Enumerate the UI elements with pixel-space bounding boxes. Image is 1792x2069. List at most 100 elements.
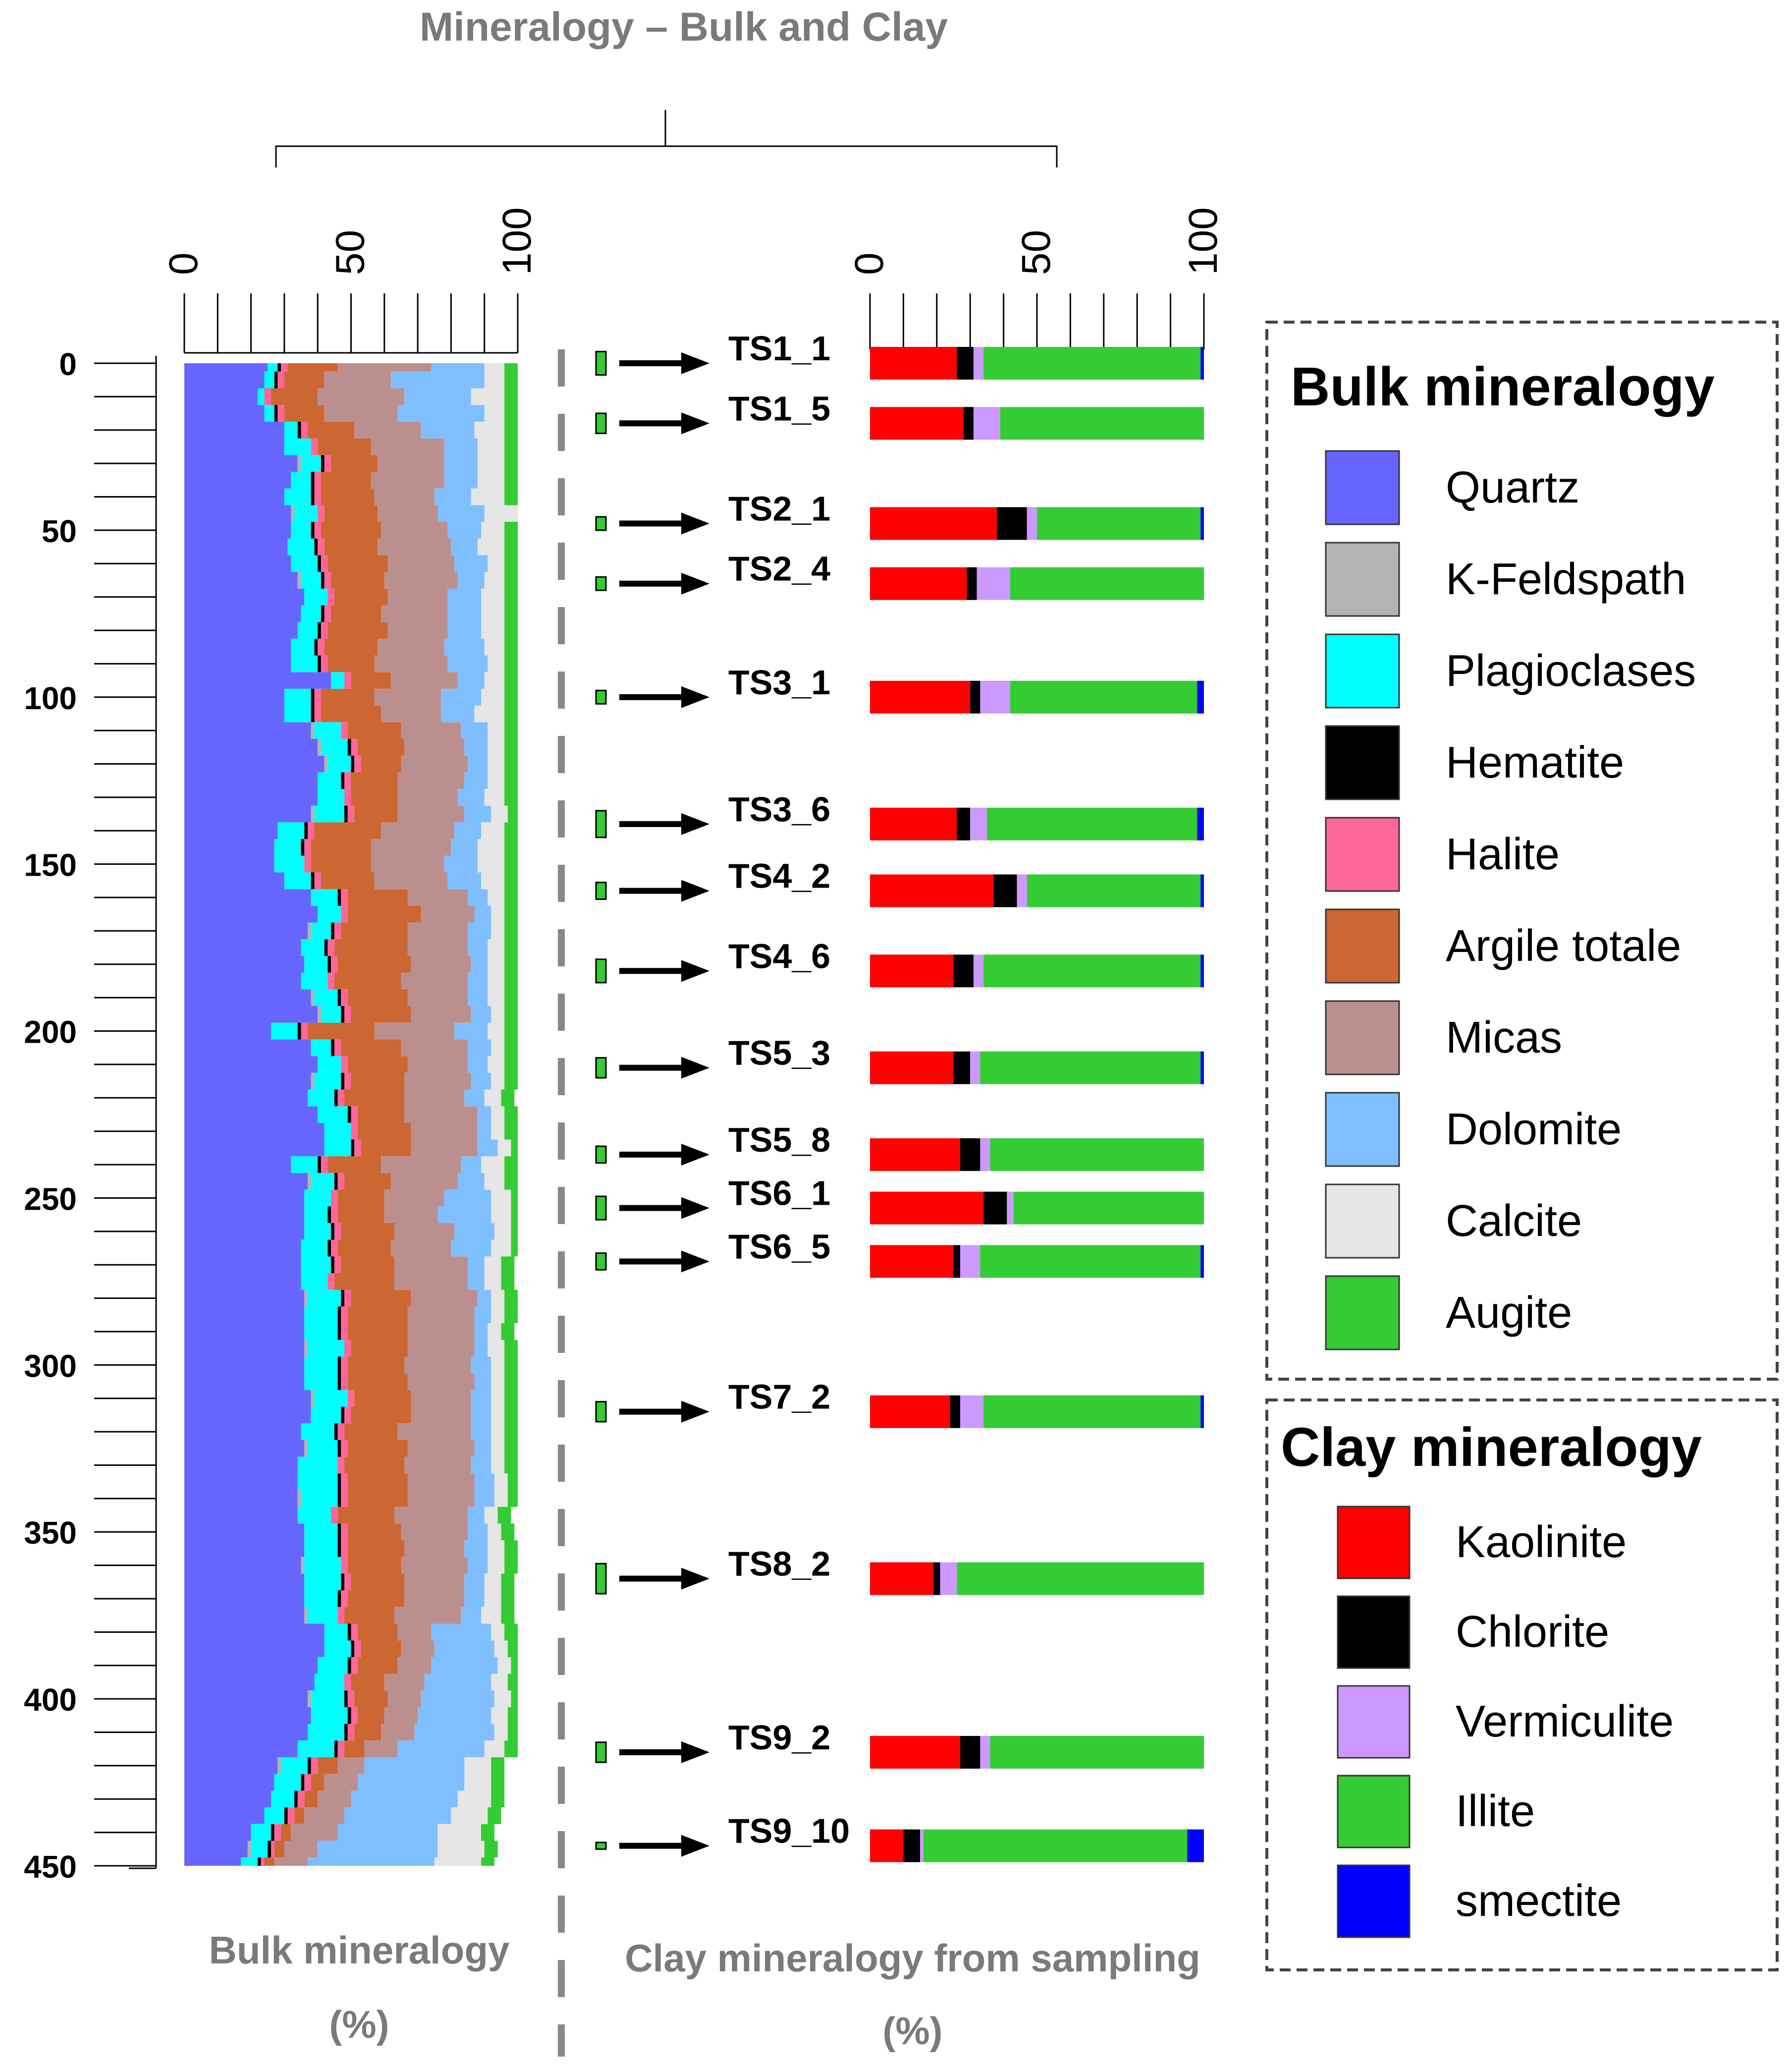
- clay-tick-label: 0: [847, 252, 892, 275]
- clay-bar-ts1_1-vermiculite: [973, 347, 984, 380]
- sample-label: TS4_2: [728, 857, 830, 895]
- bulk-area-augite: [481, 363, 518, 1866]
- clay-bar-ts3_1-kaolinite: [870, 680, 971, 714]
- bulk-caption: Bulk mineralogy: [209, 1928, 510, 1972]
- clay-bar-ts5_3-smectite: [1200, 1051, 1204, 1084]
- bulk-area-halite: [261, 363, 361, 1866]
- bulk-legend-swatch: [1325, 1275, 1400, 1350]
- clay-bar-ts4_2-vermiculite: [1017, 874, 1027, 907]
- clay-caption: Clay mineralogy from sampling: [625, 1936, 1200, 1980]
- clay-bar-ts8_2-vermiculite: [940, 1562, 957, 1595]
- bulk-legend-label: Micas: [1446, 1013, 1562, 1062]
- clay-legend-title: Clay mineralogy: [1281, 1417, 1702, 1478]
- sample-arrow-head: [681, 352, 709, 374]
- clay-bar-ts6_5-smectite: [1200, 1245, 1204, 1278]
- sample-interval-marker: [595, 1741, 607, 1763]
- bulk-caption-unit: (%): [329, 2003, 389, 2046]
- clay-bar-ts3_6-vermiculite: [970, 807, 987, 840]
- clay-legend-label: Kaolinite: [1456, 1517, 1627, 1567]
- clay-bar-ts2_1-vermiculite: [1027, 507, 1037, 540]
- bulk-legend-swatch: [1325, 1000, 1400, 1075]
- sample-label: TS1_5: [728, 389, 830, 428]
- clay-bar-ts3_1-chlorite: [970, 680, 980, 714]
- clay-legend-label: Vermiculite: [1456, 1697, 1674, 1746]
- sample-interval-marker: [595, 882, 607, 900]
- clay-bar-ts3_6-illite: [986, 807, 1197, 840]
- depth-tick-label: 0: [59, 346, 77, 382]
- bulk-area-quartz: [184, 363, 331, 1866]
- sample-arrow-head: [681, 572, 709, 595]
- depth-tick-label: 100: [24, 680, 77, 716]
- clay-bar-ts5_3-vermiculite: [970, 1051, 980, 1084]
- clay-bar-ts7_2-illite: [983, 1395, 1201, 1428]
- clay-bar-ts1_1-chlorite: [957, 347, 974, 380]
- sample-arrow-head: [681, 1250, 709, 1273]
- sample-interval-marker: [595, 1252, 607, 1271]
- sample-interval-marker: [595, 810, 607, 839]
- bulk-legend-label: Plagioclases: [1446, 646, 1696, 696]
- depth-tick-label: 200: [24, 1014, 77, 1050]
- clay-bar-ts6_1-vermiculite: [1007, 1191, 1014, 1225]
- sample-interval-marker: [595, 1145, 607, 1164]
- clay-bar-ts5_8-chlorite: [960, 1138, 980, 1171]
- bulk-legend-label: Dolomite: [1446, 1105, 1622, 1154]
- bulk-legend-title: Bulk mineralogy: [1291, 356, 1715, 417]
- bulk-legend-swatch: [1325, 1092, 1400, 1167]
- clay-bar-ts3_6-kaolinite: [870, 807, 957, 840]
- clay-bar-ts9_2-kaolinite: [870, 1735, 960, 1769]
- bulk-stacked-area: [184, 363, 518, 1866]
- depth-tick-label: 50: [42, 513, 77, 549]
- bulk-legend-swatch: [1325, 725, 1400, 800]
- bulk-legend-swatch: [1325, 908, 1400, 984]
- sample-label: TS9_10: [728, 1812, 850, 1850]
- clay-bar-ts9_2-chlorite: [960, 1735, 980, 1769]
- clay-bar-ts4_2-smectite: [1200, 874, 1204, 907]
- bulk-legend-label: Halite: [1446, 830, 1560, 879]
- clay-bar-ts2_1-smectite: [1200, 507, 1204, 540]
- bulk-area-calcite: [434, 363, 518, 1866]
- bulk-area-plagioclases: [241, 363, 351, 1866]
- clay-bar-ts3_1-vermiculite: [980, 680, 1011, 714]
- sample-interval-marker: [595, 1842, 607, 1850]
- figure-title: Mineralogy – Bulk and Clay: [420, 4, 948, 50]
- clay-bar-ts1_1-illite: [983, 347, 1201, 380]
- clay-bar-ts5_3-kaolinite: [870, 1051, 954, 1084]
- sample-label: TS4_6: [728, 937, 830, 975]
- depth-axis: 0 50 100 150 200 250 300 350 400 450: [24, 346, 157, 1885]
- bulk-legend-label: Hematite: [1446, 738, 1624, 787]
- sample-label: TS2_1: [728, 489, 830, 528]
- clay-bar-ts6_5-kaolinite: [870, 1245, 954, 1278]
- clay-bar-ts3_6-smectite: [1197, 807, 1204, 840]
- clay-bar-ts4_2-kaolinite: [870, 874, 994, 907]
- clay-bar-ts5_8-kaolinite: [870, 1138, 960, 1171]
- sample-label: TS5_8: [728, 1120, 830, 1159]
- bulk-legend-label: Augite: [1446, 1288, 1572, 1338]
- clay-bar-ts7_2-vermiculite: [960, 1395, 984, 1428]
- clay-bar-ts5_3-illite: [980, 1051, 1201, 1084]
- sample-label: TS6_5: [728, 1227, 830, 1266]
- sample-arrow-head: [681, 813, 709, 835]
- clay-bar-ts4_6-illite: [983, 954, 1201, 988]
- clay-bar-ts3_1-illite: [1010, 680, 1197, 714]
- clay-bar-ts2_1-chlorite: [997, 507, 1027, 540]
- bulk-tick-label: 100: [494, 207, 540, 275]
- bulk-legend-swatch: [1325, 1183, 1400, 1259]
- sample-interval-marker: [595, 412, 607, 434]
- clay-tick-label: 50: [1014, 230, 1059, 275]
- clay-bar-ts2_4-illite: [1010, 567, 1204, 600]
- sample-arrow-head: [681, 1567, 709, 1590]
- clay-bar-ts2_1-illite: [1037, 507, 1201, 540]
- clay-stacked-bars: [870, 347, 1204, 1862]
- sample-interval-marker: [595, 1400, 607, 1423]
- clay-bar-ts7_2-kaolinite: [870, 1395, 950, 1428]
- clay-bar-ts5_3-chlorite: [953, 1051, 971, 1084]
- bulk-x-axis: 0 50 100: [161, 207, 540, 354]
- clay-bar-ts5_8-vermiculite: [980, 1138, 990, 1171]
- sample-interval-marker: [595, 576, 607, 591]
- clay-bar-ts7_2-chlorite: [950, 1395, 960, 1428]
- clay-bar-ts6_5-illite: [980, 1245, 1201, 1278]
- clay-bar-ts9_10-kaolinite: [870, 1829, 904, 1862]
- clay-bar-ts6_1-chlorite: [983, 1191, 1007, 1225]
- bulk-area-micas: [274, 363, 478, 1866]
